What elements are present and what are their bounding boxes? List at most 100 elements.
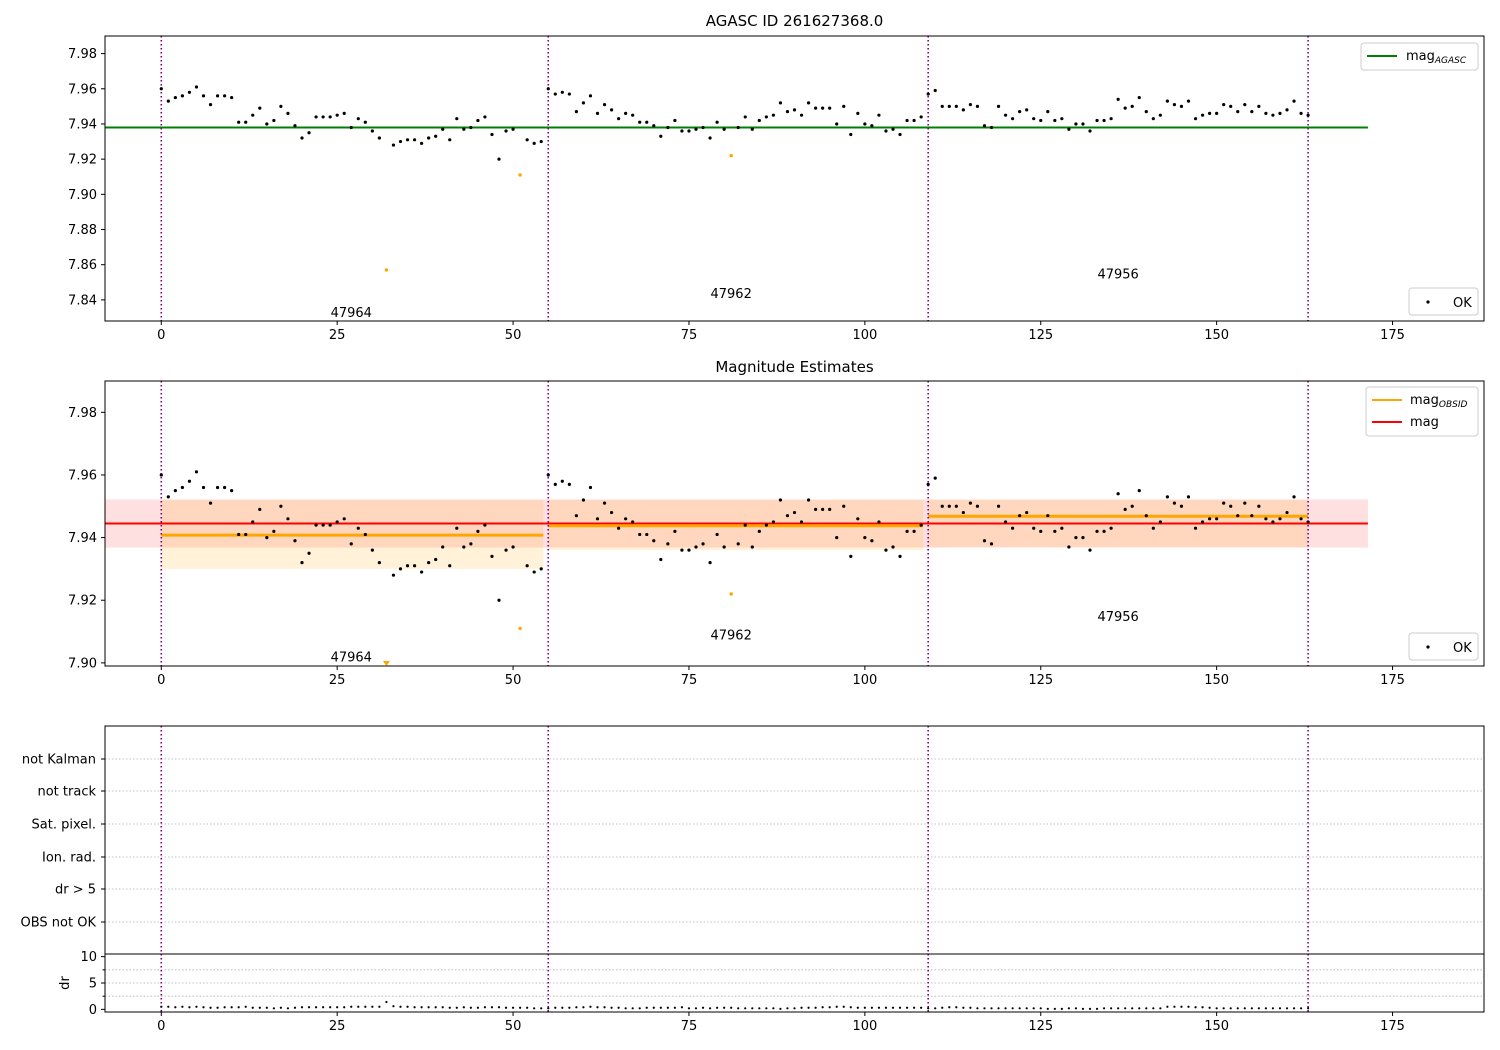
ok-point: [1243, 103, 1247, 107]
dr-point: [744, 1007, 747, 1010]
dr-point: [1138, 1007, 1141, 1010]
ok-point: [208, 103, 213, 107]
x-tick-label: 150: [1204, 1019, 1229, 1034]
ok-point: [940, 504, 944, 508]
ok-point: [1243, 501, 1247, 505]
ok-point: [237, 532, 241, 537]
ok-point: [230, 489, 234, 493]
dr-point: [934, 1007, 937, 1010]
ok-point: [265, 122, 269, 126]
dr-point: [617, 1006, 620, 1009]
ok-point: [532, 570, 536, 574]
ok-point: [272, 529, 276, 533]
dr-point: [1264, 1007, 1267, 1010]
dr-point: [1131, 1007, 1134, 1010]
dr-point: [378, 1005, 381, 1008]
dr-point: [1159, 1007, 1162, 1010]
x-tick-label: 175: [1380, 328, 1405, 343]
ok-point: [835, 535, 839, 540]
ok-point: [891, 545, 895, 549]
ok-point: [462, 545, 466, 549]
bad-point: [384, 268, 389, 272]
ok-point: [1025, 510, 1029, 515]
ok-point: [1130, 504, 1134, 508]
ok-point: [785, 514, 790, 518]
dr-point: [589, 1005, 592, 1008]
ok-point: [441, 127, 445, 131]
ok-point: [490, 554, 494, 558]
x-tick-label: 75: [681, 328, 698, 343]
ok-point: [1095, 118, 1099, 123]
dr-point: [955, 1006, 958, 1009]
ok-point: [279, 504, 283, 508]
ok-point: [1172, 501, 1177, 505]
ok-point: [455, 117, 459, 121]
ok-point: [1215, 111, 1219, 116]
dr-point: [828, 1006, 831, 1009]
ok-point: [244, 120, 248, 124]
ok-point: [1151, 526, 1155, 530]
dr-point: [519, 1006, 522, 1009]
ok-point: [954, 104, 958, 108]
ok-point: [919, 115, 923, 119]
obsid-label: 47956: [1097, 610, 1138, 625]
dr-point: [983, 1007, 986, 1010]
ok-point: [856, 517, 860, 521]
ok-point: [828, 106, 832, 110]
ok-point: [1278, 517, 1282, 521]
ok-point: [1165, 495, 1169, 499]
dr-point: [687, 1007, 691, 1010]
dr-point: [497, 1006, 501, 1009]
ok-point: [1116, 97, 1120, 101]
dr-point: [1229, 1007, 1232, 1010]
ok-point: [314, 115, 318, 119]
dr-point: [483, 1006, 487, 1009]
x-tick-label: 100: [852, 673, 877, 688]
dr-point: [835, 1005, 838, 1008]
dr-point: [364, 1005, 367, 1008]
dr-point: [948, 1006, 951, 1009]
ok-point: [166, 495, 170, 499]
ok-point: [1018, 110, 1022, 114]
obsid-label: 47964: [331, 306, 372, 321]
x-tick-label: 50: [505, 1019, 522, 1034]
dr-point: [624, 1007, 627, 1010]
x-tick-label: 50: [505, 328, 522, 343]
ok-point: [1229, 104, 1233, 108]
ok-point: [799, 520, 804, 524]
ok-point: [574, 110, 578, 114]
bad-point: [729, 592, 733, 596]
ok-point: [912, 529, 916, 533]
obsid-label: 47962: [710, 629, 751, 644]
ok-point: [553, 482, 557, 486]
flag-label: not track: [37, 785, 96, 800]
dr-point: [251, 1006, 254, 1009]
ok-point: [335, 520, 339, 524]
y-tick-label: 7.90: [68, 188, 97, 203]
ok-point: [328, 115, 332, 119]
dr-point: [856, 1006, 859, 1009]
ok-point: [504, 129, 508, 133]
ok-point: [159, 473, 163, 477]
ok-point: [1032, 526, 1036, 530]
ok-point: [617, 117, 621, 121]
dr-point: [490, 1006, 494, 1009]
ok-point: [244, 532, 248, 537]
y-tick-label: 7.96: [68, 82, 97, 97]
ok-point: [321, 523, 325, 527]
dr-point: [329, 1006, 332, 1009]
obsid-label: 47956: [1097, 268, 1138, 283]
y-tick-label: 7.92: [68, 594, 97, 609]
ok-point: [1060, 526, 1064, 530]
ok-point: [1067, 545, 1071, 549]
dr-point: [990, 1007, 993, 1010]
ok-point: [609, 108, 614, 112]
ok-point: [194, 470, 199, 474]
ok-point: [821, 106, 825, 110]
dr-point: [1250, 1007, 1253, 1010]
ok-point: [567, 92, 571, 96]
dr-point: [1095, 1007, 1099, 1010]
dr-point: [230, 1006, 233, 1009]
ok-point: [743, 523, 747, 527]
dr-point: [469, 1006, 472, 1009]
